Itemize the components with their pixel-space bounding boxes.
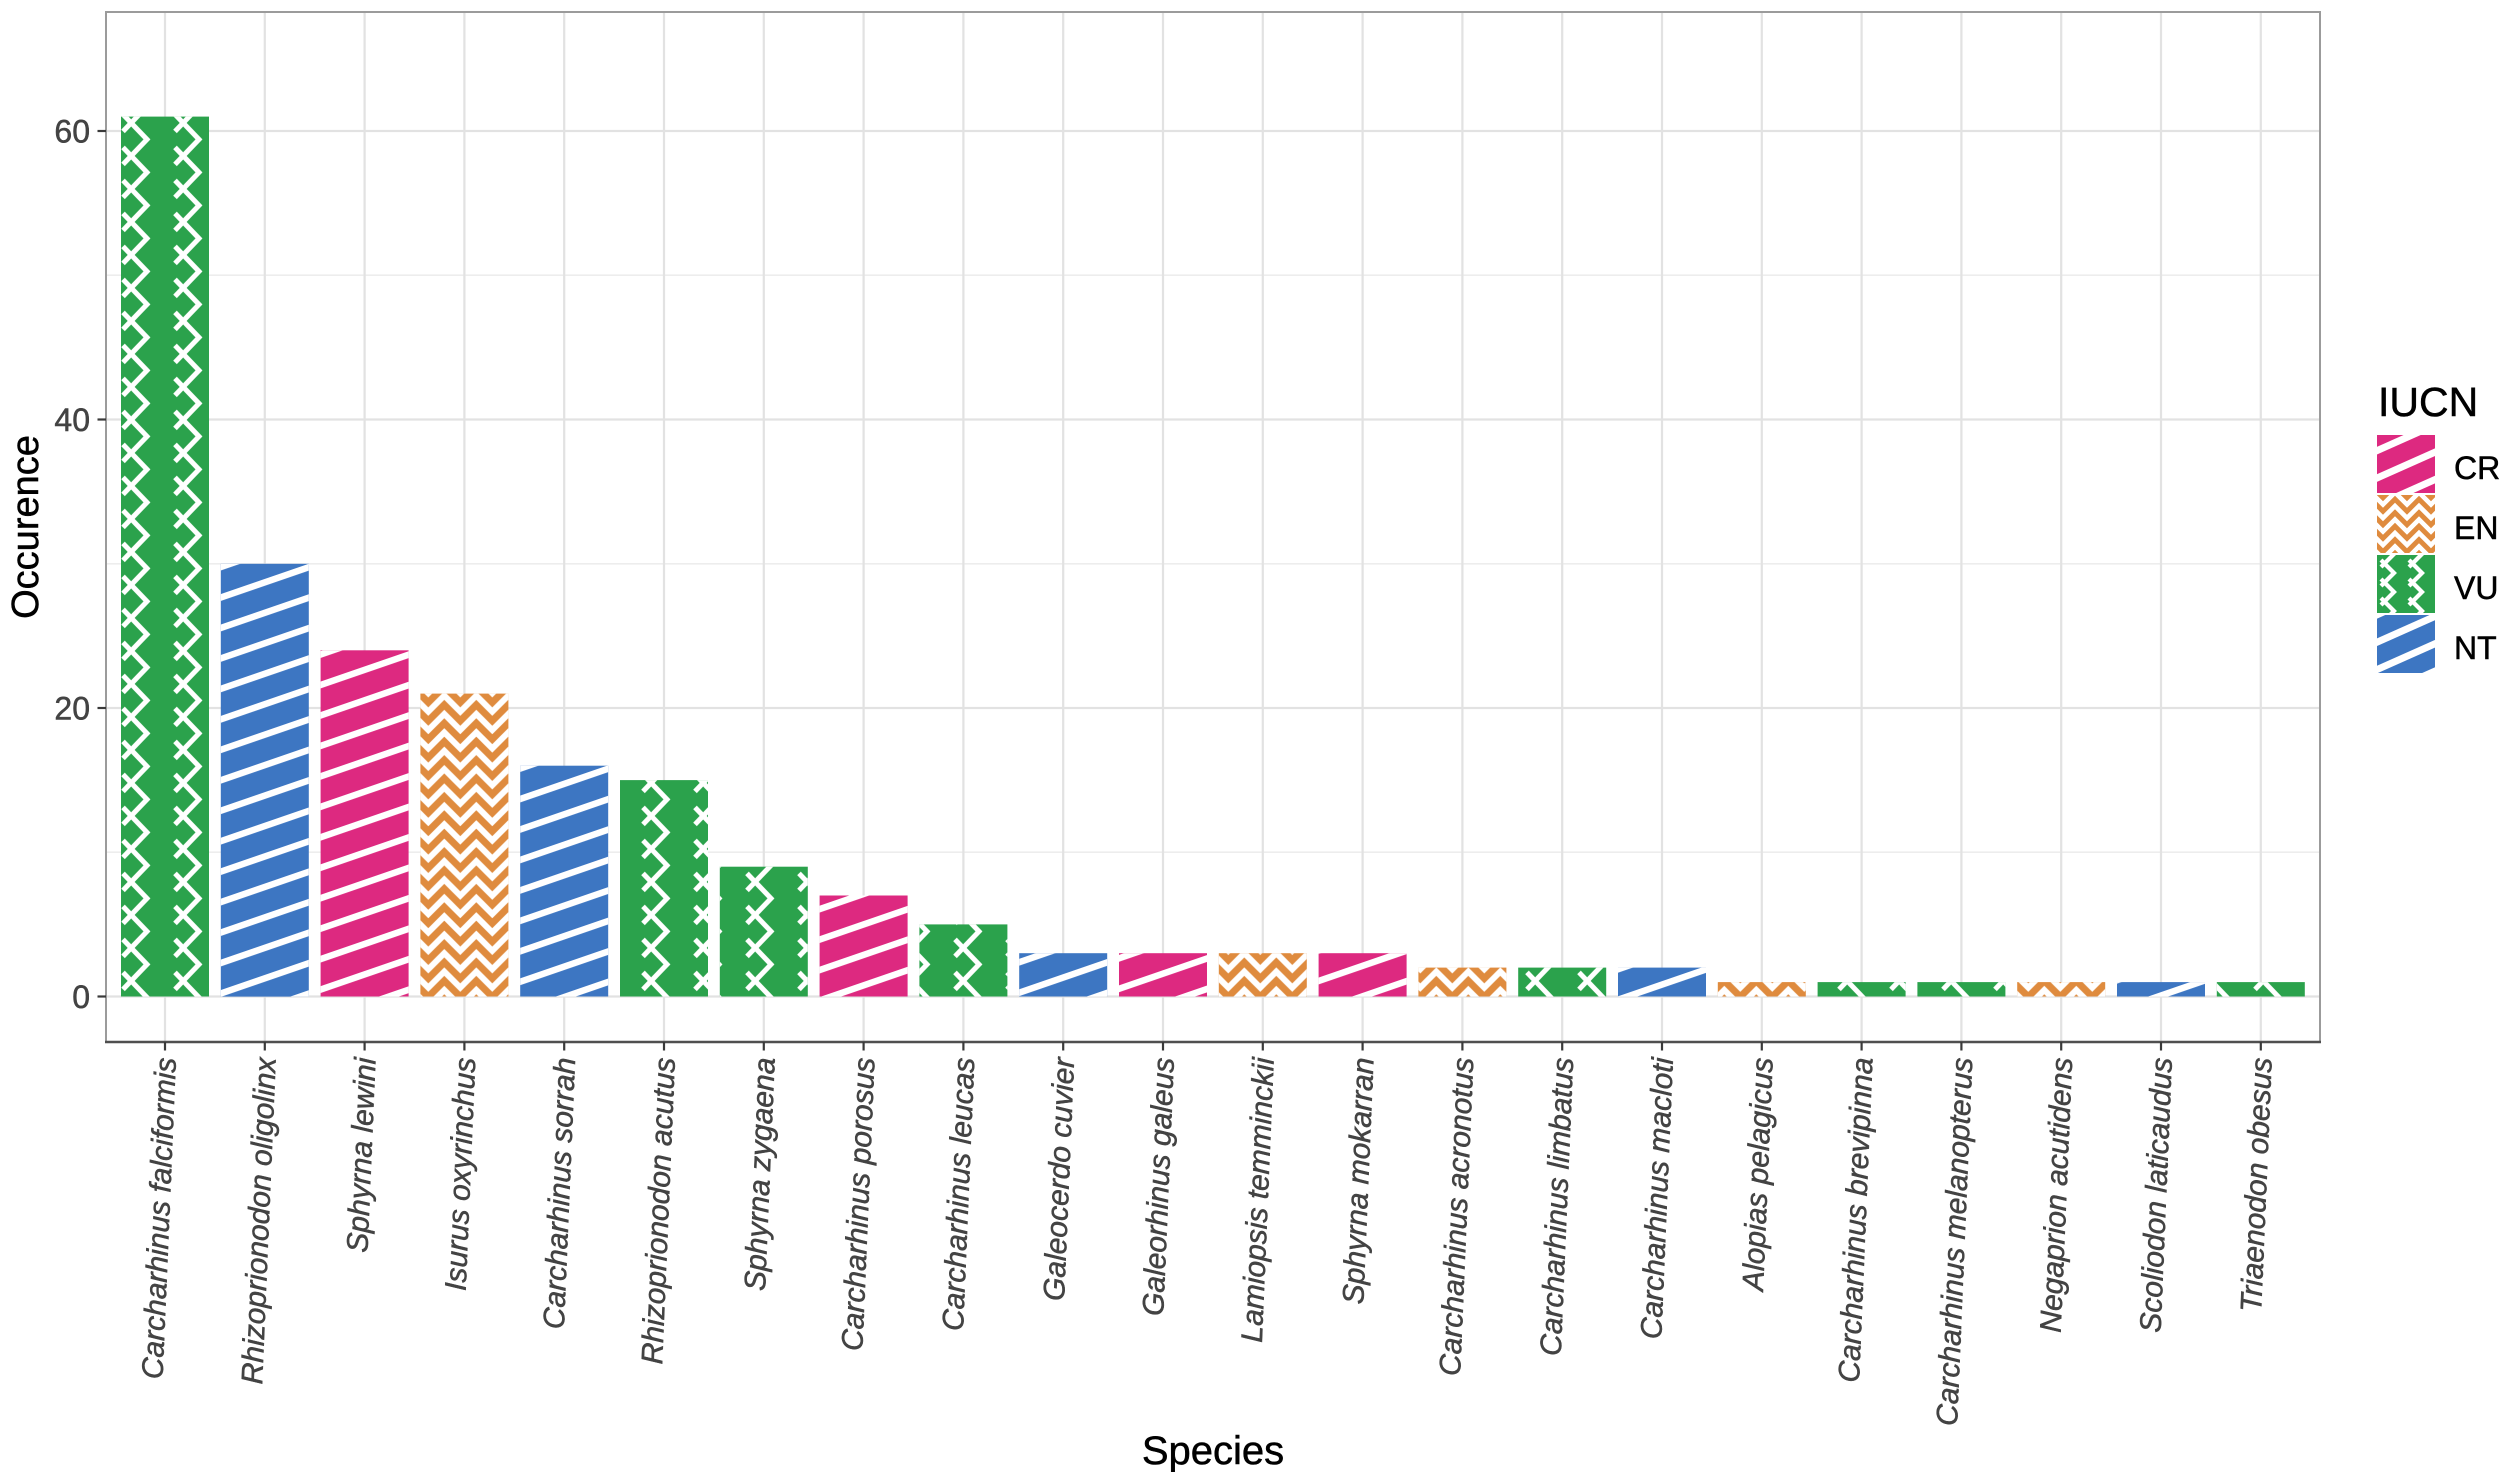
svg-text:EN: EN [2454,510,2498,546]
svg-text:20: 20 [54,691,90,727]
svg-text:40: 40 [54,402,90,438]
svg-text:0: 0 [72,979,90,1015]
svg-text:60: 60 [54,114,90,150]
svg-text:Sphyrna lewini: Sphyrna lewini [341,1056,382,1254]
svg-text:Scoliodon laticaudus: Scoliodon laticaudus [2134,1057,2178,1333]
svg-text:CR: CR [2454,450,2500,486]
svg-text:VU: VU [2454,570,2498,606]
svg-text:Rhizoprionodon oligolinx: Rhizoprionodon oligolinx [236,1056,283,1385]
svg-text:NT: NT [2454,630,2497,666]
svg-text:IUCN: IUCN [2378,379,2478,425]
svg-text:Occurence: Occurence [5,435,47,619]
svg-text:Species: Species [1142,1429,1284,1472]
